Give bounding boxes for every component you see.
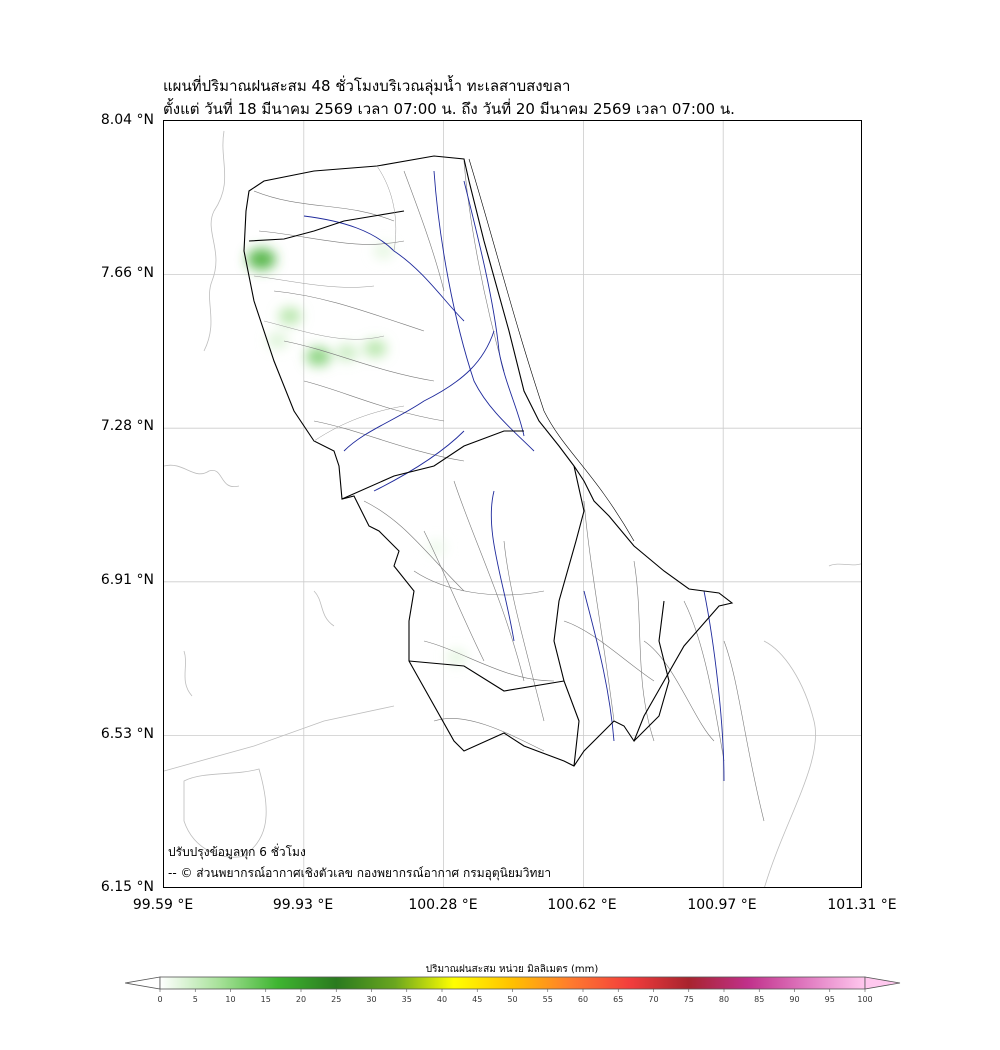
lat-tick-label: 6.91 °N	[100, 572, 154, 588]
lon-tick-label: 100.62 °E	[547, 897, 617, 913]
rainfall-spot	[305, 347, 332, 367]
colorbar-tick-label: 25	[331, 995, 341, 1004]
lon-tick-label: 99.59 °E	[132, 897, 194, 913]
colorbar-tick-label: 15	[261, 995, 271, 1004]
rainfall-layer	[247, 243, 467, 665]
minor-streams	[253, 160, 765, 822]
rainfall-spot	[363, 339, 387, 358]
colorbar-label: ปริมาณฝนสะสม หน่วย มิลลิเมตร (mm)	[425, 964, 599, 975]
map-title-line-2: ตั้งแต่ วันที่ 18 มีนาคม 2569 เวลา 07:00…	[163, 100, 735, 118]
surrounding-coastline	[164, 130, 861, 887]
lat-tick-label: 6.15 °N	[100, 879, 154, 895]
colorbar-tick-label: 85	[754, 995, 764, 1004]
lon-tick-label: 99.93 °E	[272, 897, 334, 913]
lon-tick-label: 100.28 °E	[408, 897, 478, 913]
update-note: ปรับปรุงข้อมูลทุก 6 ชั่วโมง	[168, 845, 306, 859]
colorbar-high-arrow	[864, 976, 901, 990]
colorbar-tick-label: 75	[684, 995, 694, 1004]
rainfall-spot	[267, 332, 288, 349]
colorbar-tick-label: 70	[648, 995, 658, 1004]
colorbar-tick-label: 30	[366, 995, 376, 1004]
colorbar-tick-label: 40	[437, 995, 447, 1004]
lat-tick-label: 6.53 °N	[100, 726, 154, 742]
lat-tick-label: 8.04 °N	[100, 112, 154, 128]
rainfall-spot	[426, 540, 446, 556]
lat-tick-label: 7.66 °N	[100, 265, 154, 281]
lat-tick-label: 7.28 °N	[100, 418, 154, 434]
colorbar: 0 5 10 15 20 25 30 35 40 45 50 55 60 65 70 75 80 85 90 95 10…	[125, 976, 901, 1004]
rainfall-spot	[446, 649, 467, 665]
credit-note: -- © ส่วนพยากรณ์อากาศเชิงตัวเลข กองพยากร…	[168, 866, 552, 880]
map-canvas	[164, 121, 861, 887]
colorbar-tick-label: 65	[613, 995, 623, 1004]
colorbar-tick-label: 50	[507, 995, 517, 1004]
lat-lon-grid	[164, 121, 861, 887]
colorbar-tick-label: 5	[193, 995, 198, 1004]
colorbar-tick-label: 45	[472, 995, 482, 1004]
sub-basin-lines	[253, 165, 405, 442]
map-panel	[163, 120, 862, 888]
map-title-line-1: แผนที่ปริมาณฝนสะสม 48 ชั่วโมงบริเวณลุ่มน…	[163, 77, 571, 95]
colorbar-tick-label: 10	[225, 995, 235, 1004]
rainfall-spot	[278, 307, 302, 325]
colorbar-tick-label: 55	[543, 995, 553, 1004]
colorbar-tick-label: 20	[296, 995, 306, 1004]
colorbar-tick-label: 100	[857, 995, 872, 1004]
colorbar-tick-label: 95	[825, 995, 835, 1004]
colorbar-tick-label: 90	[789, 995, 799, 1004]
colorbar-tick-label: 60	[578, 995, 588, 1004]
rainfall-spot	[373, 243, 394, 259]
coastline	[468, 158, 635, 542]
rainfall-spot	[247, 248, 276, 270]
colorbar-tick-label: 80	[719, 995, 729, 1004]
basin-boundaries	[243, 155, 734, 767]
colorbar-ramp	[159, 976, 866, 990]
lon-tick-label: 100.97 °E	[687, 897, 757, 913]
colorbar-tick-label: 35	[402, 995, 412, 1004]
lon-tick-label: 101.31 °E	[827, 897, 897, 913]
colorbar-low-arrow	[125, 976, 161, 990]
colorbar-tick-label: 0	[157, 995, 162, 1004]
